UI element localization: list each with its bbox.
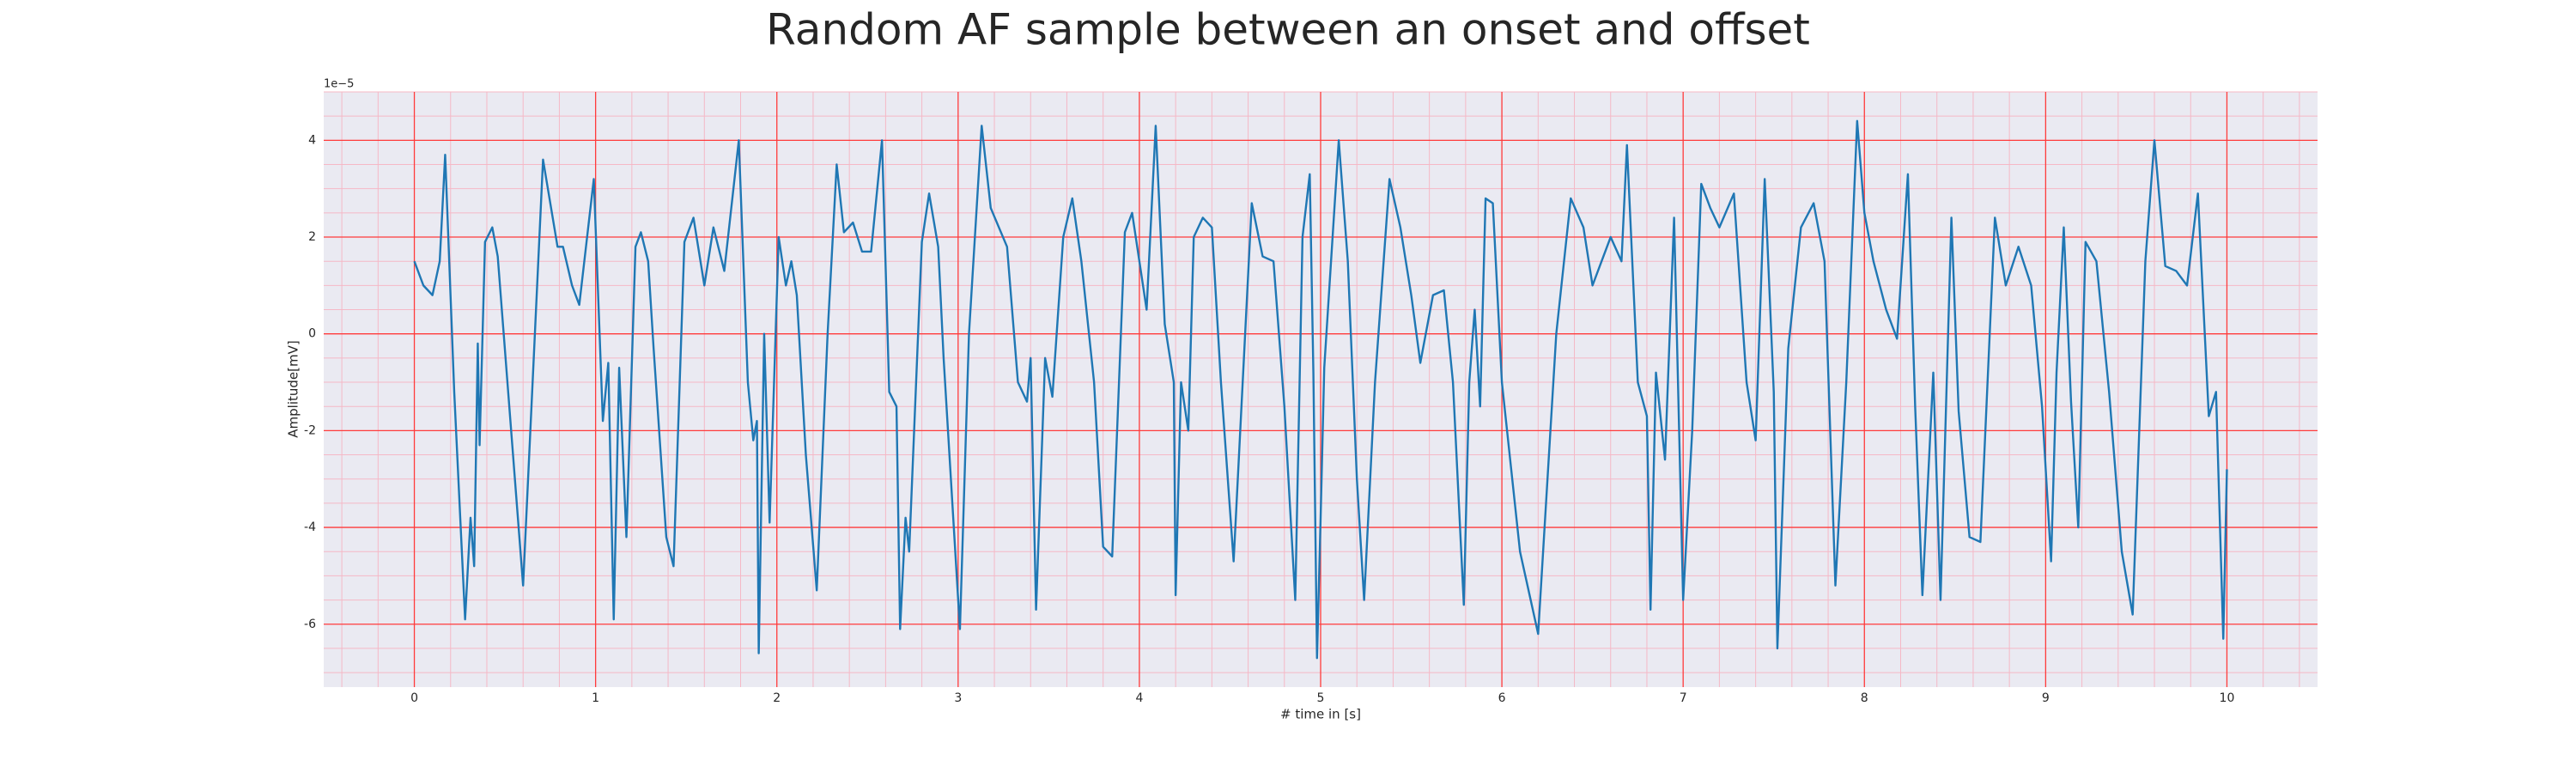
x-tick-label: 4: [1135, 691, 1143, 705]
x-tick-label: 6: [1498, 691, 1506, 705]
x-tick-label: 5: [1317, 691, 1325, 705]
chart-title: Random AF sample between an onset and of…: [766, 5, 1810, 55]
x-tick-label: 8: [1861, 691, 1868, 705]
x-tick-label: 3: [954, 691, 962, 705]
y-axis-label: Amplitude[mV]: [286, 340, 301, 437]
x-tick-label: 1: [592, 691, 599, 705]
y-tick-label: 0: [308, 327, 316, 341]
x-tick-label: 2: [773, 691, 781, 705]
y-tick-label: -2: [304, 423, 316, 437]
x-tick-label: 0: [410, 691, 418, 705]
offset-text: 1e−5: [324, 78, 354, 91]
x-axis-label: # time in [s]: [1280, 707, 1361, 722]
x-tick-label: 7: [1680, 691, 1687, 705]
y-tick-label: -6: [304, 618, 316, 631]
x-tick-label: 9: [2042, 691, 2050, 705]
y-tick-label: -4: [304, 520, 316, 534]
signal-line: [413, 119, 2228, 660]
y-tick-label: 2: [308, 230, 316, 244]
x-tick-label: 10: [2220, 691, 2235, 705]
y-tick-label: 4: [308, 133, 316, 147]
